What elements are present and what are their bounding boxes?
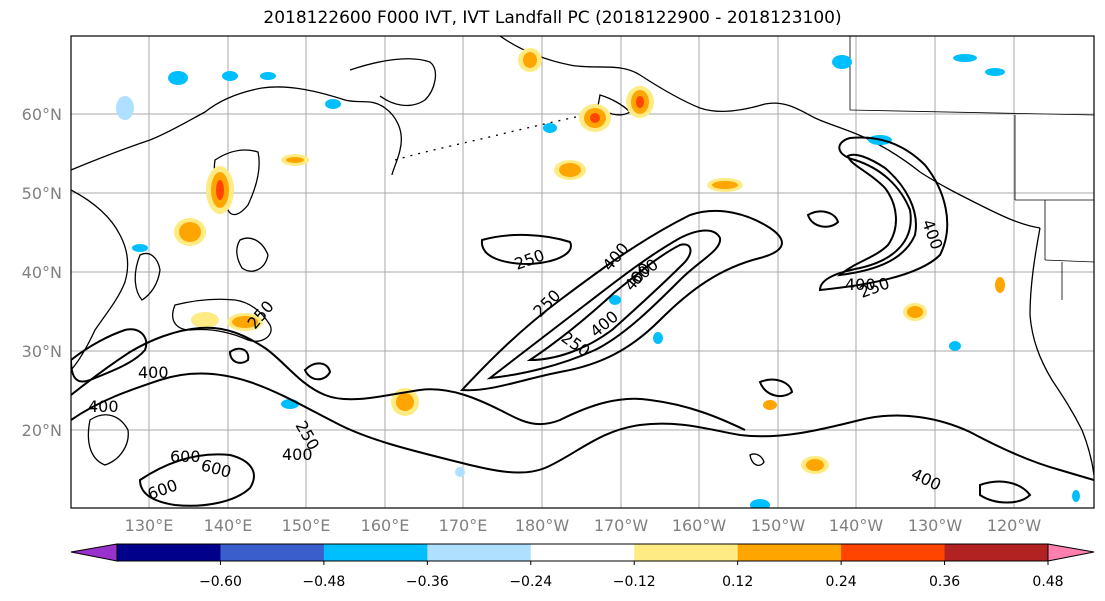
- colorbar-tick-label: −0.36: [406, 574, 449, 590]
- latitude-labels: 60°N 50°N 40°N 30°N 20°N: [22, 105, 62, 440]
- contour-label: 400: [845, 275, 876, 294]
- alaska-coast: [499, 36, 1041, 229]
- colorbar-segment: [944, 544, 1049, 561]
- colorbar-segment: [220, 544, 325, 561]
- contour-label: 600: [170, 447, 201, 466]
- longitude-labels: 130°E 140°E 150°E 160°E 170°E 180°W 170°…: [125, 516, 1042, 535]
- lat-label: 60°N: [22, 105, 62, 124]
- contour-250-west: [71, 328, 148, 383]
- hawaii: [749, 453, 765, 466]
- lon-label: 150°W: [751, 516, 806, 535]
- siberia-coast: [71, 86, 402, 176]
- korea: [134, 252, 161, 301]
- lat-label: 20°N: [22, 421, 62, 440]
- lon-label: 160°E: [361, 516, 410, 535]
- contour-label: 400: [138, 363, 169, 382]
- colorbar-segment: [737, 544, 842, 561]
- lon-label: 150°E: [282, 516, 331, 535]
- colorbar-tick-label: −0.48: [302, 574, 345, 590]
- colorbar-tick-label: −0.24: [509, 574, 552, 590]
- contour-250-tongue: [459, 209, 783, 392]
- colorbar-tick-label: 0.24: [826, 574, 857, 590]
- lon-label: 140°W: [829, 516, 884, 535]
- contour-600-south: [138, 453, 255, 507]
- colorbar-extend-max: [1047, 543, 1095, 562]
- china-coast: [71, 189, 129, 371]
- colorbar-tick-label: 0.36: [929, 574, 960, 590]
- lon-label: 180°W: [515, 516, 570, 535]
- lon-label: 170°E: [439, 516, 488, 535]
- lat-label: 40°N: [22, 263, 62, 282]
- contour-label: 400: [88, 397, 119, 416]
- colorbar-segment: [634, 544, 739, 561]
- colorbar-tick-label: −0.60: [199, 574, 242, 590]
- lon-label: 120°W: [987, 516, 1042, 535]
- lon-label: 160°W: [672, 516, 727, 535]
- chukotka: [349, 58, 437, 107]
- political-borders: [849, 36, 1094, 300]
- contour-label: 400: [282, 445, 313, 464]
- map-frame: [70, 35, 1095, 509]
- figure-title: 2018122600 F000 IVT, IVT Landfall PC (20…: [263, 8, 842, 28]
- contour-small: [806, 210, 840, 228]
- pc-shading: [116, 48, 1080, 508]
- contour-600-tongue: [526, 243, 692, 362]
- aleutian-islands: [394, 111, 601, 161]
- ivt-contours: [71, 136, 1094, 507]
- colorbar-segment: [117, 544, 221, 561]
- contour-400-tongue: [486, 229, 722, 380]
- graticule: [71, 36, 1094, 508]
- colorbar-segment: [427, 544, 532, 561]
- colorbar: −0.60 −0.48 −0.36 −0.24 −0.12 0.12 0.24 0.36 0.4…: [70, 543, 1095, 590]
- colorbar-segment: [323, 544, 428, 561]
- contour-400-southern-band: [71, 372, 1094, 481]
- contour-250-isolated: [480, 233, 572, 266]
- taiwan-philippines: [87, 414, 129, 466]
- coastlines: [71, 36, 1094, 476]
- colorbar-segment: [841, 544, 946, 561]
- contour-250-hook: [818, 136, 949, 292]
- colorbar-extend-min: [70, 543, 118, 562]
- lon-label: 130°W: [908, 516, 963, 535]
- colorbar-segment: [530, 544, 635, 561]
- lat-label: 30°N: [22, 342, 62, 361]
- lon-label: 140°E: [204, 516, 253, 535]
- colorbar-tick-label: 0.12: [722, 574, 753, 590]
- colorbar-tick-label: 0.48: [1032, 574, 1063, 590]
- contour-400-hook: [836, 153, 917, 277]
- lat-label: 50°N: [22, 184, 62, 203]
- lon-label: 130°E: [125, 516, 174, 535]
- lon-label: 170°W: [594, 516, 649, 535]
- hokkaido: [236, 237, 269, 272]
- contour-250-southern-band: [71, 326, 746, 431]
- na-west-coast: [1029, 227, 1094, 476]
- colorbar-tick-label: −0.12: [613, 574, 656, 590]
